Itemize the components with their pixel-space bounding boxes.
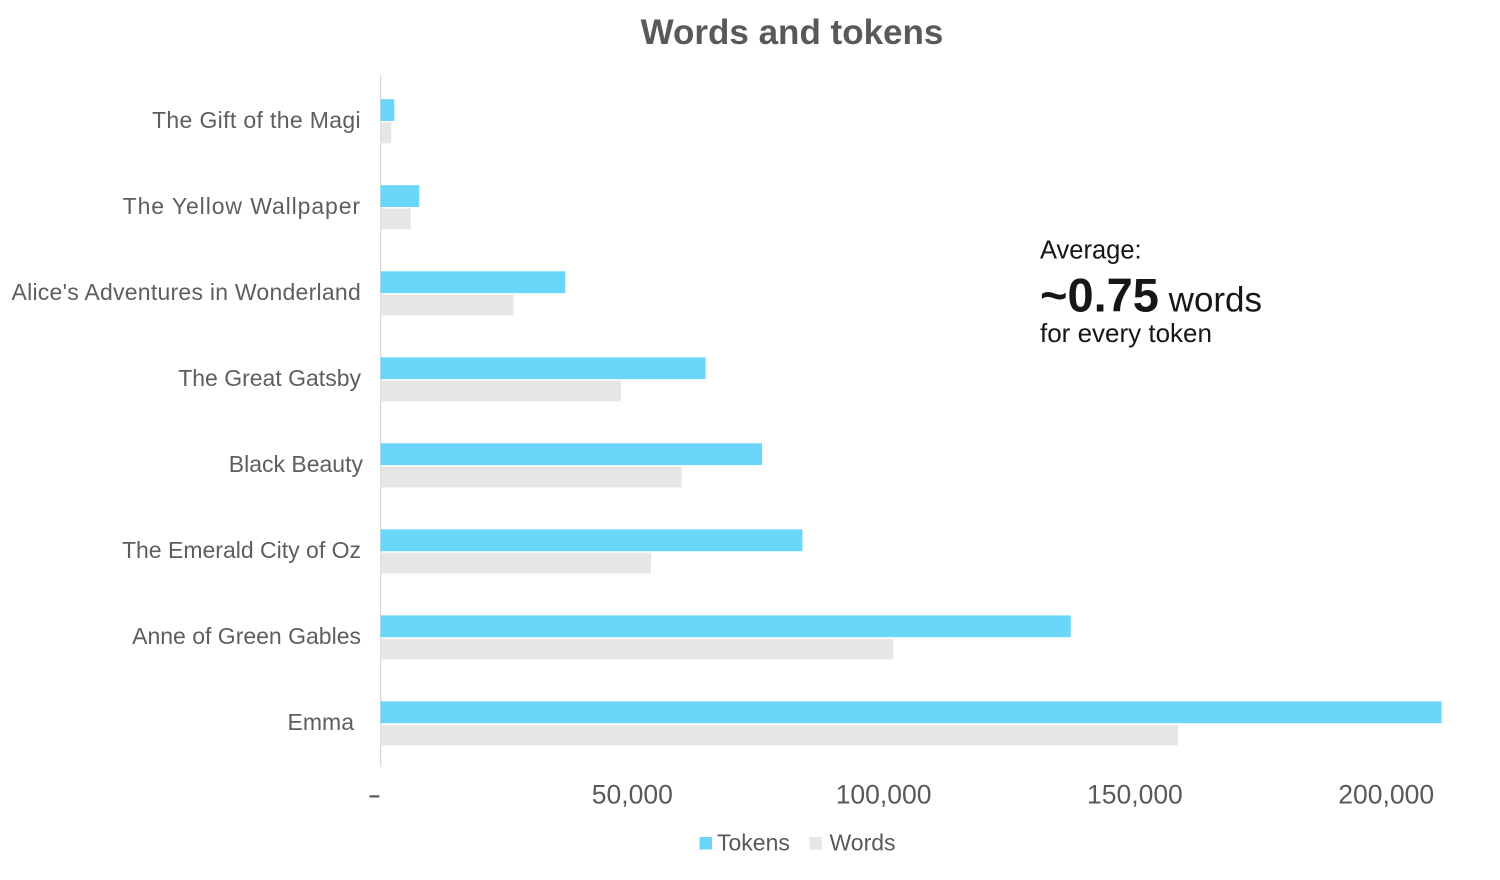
svg-text:150,000: 150,000: [1087, 780, 1183, 810]
svg-text:200,000: 200,000: [1338, 780, 1434, 810]
svg-text:The Emerald City of Oz: The Emerald City of Oz: [122, 537, 361, 563]
svg-text:The Gift of the Magi: The Gift of the Magi: [152, 107, 361, 133]
svg-text:Words: Words: [830, 830, 896, 856]
svg-text:Emma: Emma: [288, 709, 355, 735]
svg-text:The Yellow Wallpaper: The Yellow Wallpaper: [123, 193, 361, 219]
svg-text:Words and tokens: Words and tokens: [641, 13, 944, 52]
svg-text:for every token: for every token: [1040, 318, 1212, 348]
svg-text:Tokens: Tokens: [717, 830, 790, 856]
svg-text:The Great Gatsby: The Great Gatsby: [178, 365, 361, 391]
svg-text:100,000: 100,000: [836, 780, 932, 810]
svg-text:50,000: 50,000: [592, 780, 673, 810]
svg-text:Alice's Adventures in Wonderla: Alice's Adventures in Wonderland: [12, 279, 362, 305]
svg-text:Black Beauty: Black Beauty: [229, 451, 364, 477]
svg-text:Average:: Average:: [1040, 237, 1142, 265]
svg-text:Anne of Green Gables: Anne of Green Gables: [132, 623, 361, 649]
